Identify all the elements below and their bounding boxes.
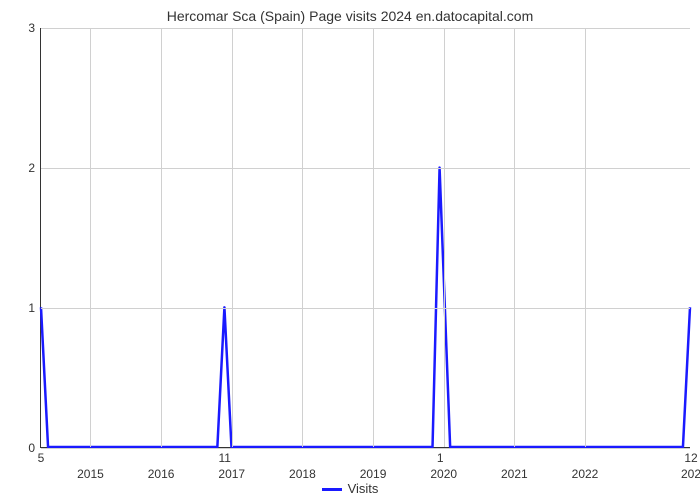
ytick-label: 1 bbox=[28, 301, 35, 315]
gridline-h bbox=[41, 308, 690, 309]
line-series bbox=[41, 28, 690, 447]
legend-label: Visits bbox=[348, 481, 379, 496]
gridline-v bbox=[373, 28, 374, 447]
plot-area: 0123201520162017201820192020202120222025… bbox=[40, 28, 690, 448]
legend-swatch bbox=[322, 488, 342, 491]
inner-label: 11 bbox=[218, 451, 230, 465]
xtick-label: 2017 bbox=[218, 467, 245, 481]
gridline-h bbox=[41, 28, 690, 29]
gridline-v bbox=[161, 28, 162, 447]
ytick-label: 0 bbox=[28, 441, 35, 455]
gridline-v bbox=[302, 28, 303, 447]
ytick-label: 3 bbox=[28, 21, 35, 35]
xtick-label: 2021 bbox=[501, 467, 528, 481]
inner-label: 5 bbox=[38, 451, 45, 465]
legend: Visits bbox=[0, 481, 700, 496]
chart-title: Hercomar Sca (Spain) Page visits 2024 en… bbox=[0, 8, 700, 24]
xtick-label: 2016 bbox=[148, 467, 175, 481]
xtick-label: 2020 bbox=[430, 467, 457, 481]
xtick-label: 2022 bbox=[572, 467, 599, 481]
gridline-v bbox=[444, 28, 445, 447]
xtick-label: 202 bbox=[681, 467, 700, 481]
gridline-v bbox=[514, 28, 515, 447]
xtick-label: 2019 bbox=[360, 467, 387, 481]
gridline-v bbox=[90, 28, 91, 447]
inner-label: 12 bbox=[684, 451, 697, 465]
gridline-v bbox=[585, 28, 586, 447]
xtick-label: 2015 bbox=[77, 467, 104, 481]
gridline-h bbox=[41, 448, 690, 449]
gridline-v bbox=[232, 28, 233, 447]
xtick-label: 2018 bbox=[289, 467, 316, 481]
ytick-label: 2 bbox=[28, 161, 35, 175]
inner-label: 1 bbox=[437, 451, 444, 465]
gridline-h bbox=[41, 168, 690, 169]
